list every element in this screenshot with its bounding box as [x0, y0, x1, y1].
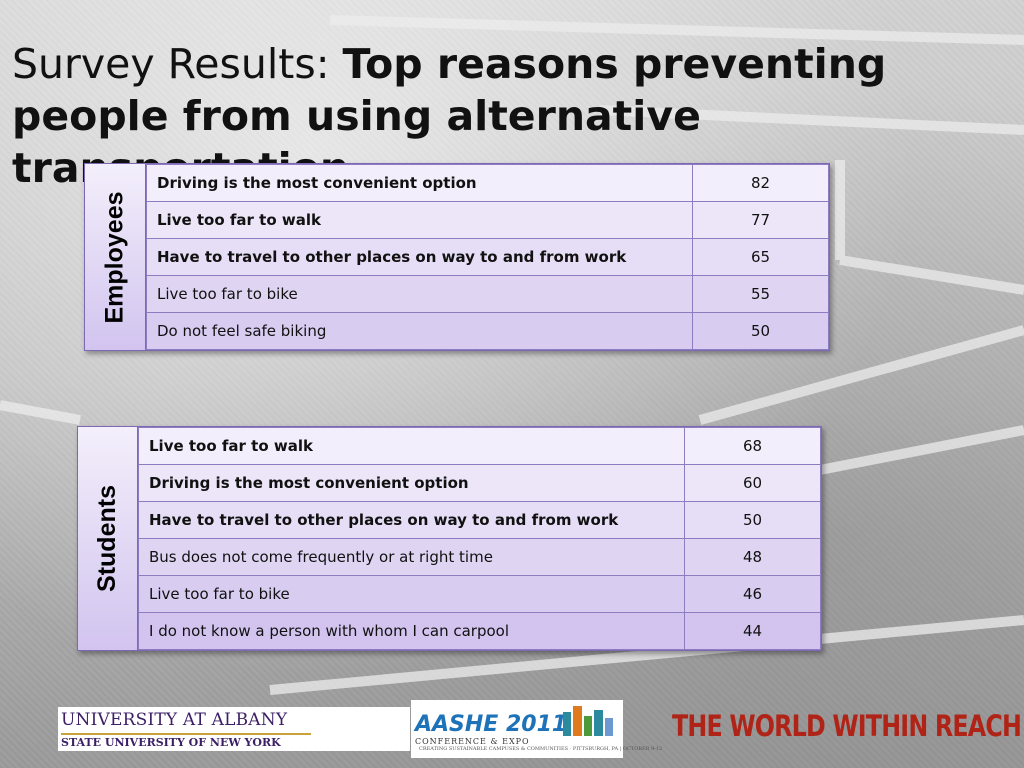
- table-row: Driving is the most convenient option 82: [146, 164, 829, 202]
- aashe-2011-logo: AASHE 2011 CONFERENCE & EXPO CREATING SU…: [411, 700, 662, 758]
- reason-cell: Driving is the most convenient option: [146, 164, 693, 202]
- university-at-albany-logo: UNIVERSITY AT ALBANY STATE UNIVERSITY OF…: [58, 707, 410, 751]
- table-row: Have to travel to other places on way to…: [138, 501, 821, 539]
- table-row: Have to travel to other places on way to…: [146, 238, 829, 276]
- employees-reasons-table: Driving is the most convenient option 82…: [146, 164, 829, 350]
- table-row: Driving is the most convenient option 60: [138, 464, 821, 502]
- reason-cell: Live too far to bike: [138, 575, 685, 613]
- table-row: Live too far to bike 55: [146, 275, 829, 313]
- value-cell: 50: [684, 501, 821, 539]
- students-table: Students Live too far to walk 68 Driving…: [77, 426, 822, 651]
- employees-table: Employees Driving is the most convenient…: [84, 163, 830, 351]
- reason-cell: Do not feel safe biking: [146, 312, 693, 350]
- reason-cell: Have to travel to other places on way to…: [138, 501, 685, 539]
- students-group-label: Students: [78, 427, 138, 650]
- ualbany-rule: [61, 733, 311, 735]
- table-row: I do not know a person with whom I can c…: [138, 612, 821, 650]
- table-row: Live too far to bike 46: [138, 575, 821, 613]
- reason-cell: Live too far to bike: [146, 275, 693, 313]
- skyline-icon: [563, 706, 613, 736]
- reason-cell: Live too far to walk: [138, 427, 685, 465]
- ualbany-name: UNIVERSITY AT ALBANY: [61, 710, 288, 730]
- reason-cell: Have to travel to other places on way to…: [146, 238, 693, 276]
- aashe-tagline: CREATING SUSTAINABLE CAMPUSES & COMMUNIT…: [419, 746, 663, 752]
- table-row: Bus does not come frequently or at right…: [138, 538, 821, 576]
- value-cell: 48: [684, 538, 821, 576]
- value-cell: 55: [692, 275, 829, 313]
- value-cell: 65: [692, 238, 829, 276]
- value-cell: 82: [692, 164, 829, 202]
- value-cell: 50: [692, 312, 829, 350]
- aashe-name: AASHE 2011: [415, 712, 568, 737]
- reason-cell: Driving is the most convenient option: [138, 464, 685, 502]
- value-cell: 77: [692, 201, 829, 239]
- value-cell: 60: [684, 464, 821, 502]
- reason-cell: Live too far to walk: [146, 201, 693, 239]
- employees-label: Employees: [100, 190, 129, 324]
- value-cell: 44: [684, 612, 821, 650]
- aashe-subtitle: CONFERENCE & EXPO: [415, 737, 530, 746]
- title-prefix: Survey Results:: [12, 40, 343, 88]
- table-row: Live too far to walk 77: [146, 201, 829, 239]
- reason-cell: I do not know a person with whom I can c…: [138, 612, 685, 650]
- ualbany-subtitle: STATE UNIVERSITY OF NEW YORK: [61, 736, 281, 749]
- world-within-reach-logo: THE WORLD WITHIN REACH: [672, 707, 1022, 749]
- students-label: Students: [93, 485, 122, 592]
- table-row: Live too far to walk 68: [138, 427, 821, 465]
- reason-cell: Bus does not come frequently or at right…: [138, 538, 685, 576]
- world-within-reach-text: THE WORLD WITHIN REACH: [672, 709, 1022, 743]
- value-cell: 68: [684, 427, 821, 465]
- employees-group-label: Employees: [85, 164, 146, 350]
- students-reasons-table: Live too far to walk 68 Driving is the m…: [138, 427, 821, 650]
- value-cell: 46: [684, 575, 821, 613]
- table-row: Do not feel safe biking 50: [146, 312, 829, 350]
